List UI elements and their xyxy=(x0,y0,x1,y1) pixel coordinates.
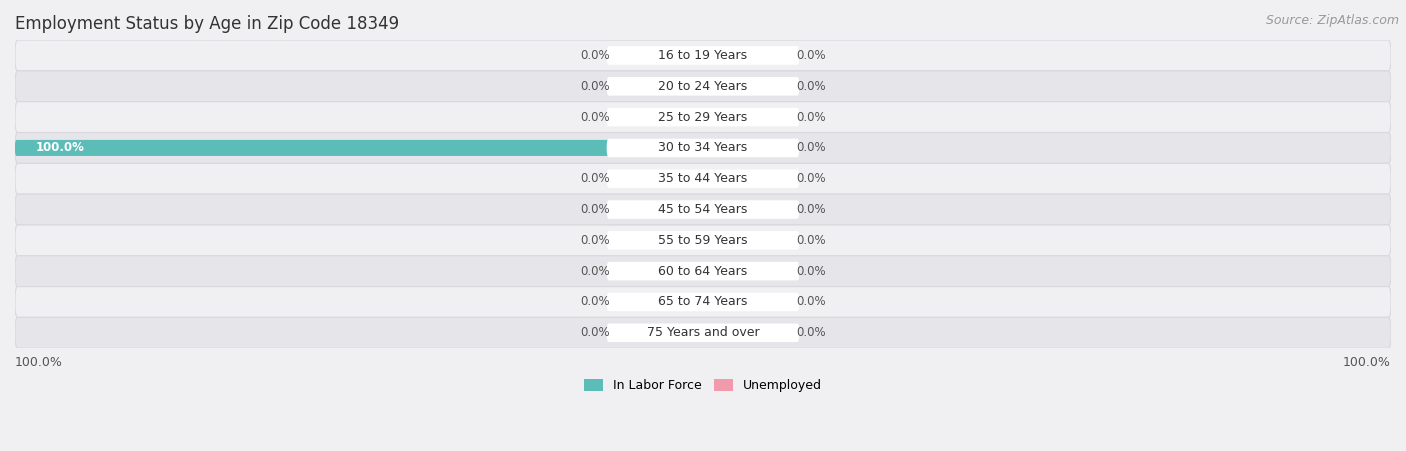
Text: 100.0%: 100.0% xyxy=(35,142,84,154)
FancyBboxPatch shape xyxy=(15,256,1391,286)
FancyBboxPatch shape xyxy=(606,77,800,96)
Legend: In Labor Force, Unemployed: In Labor Force, Unemployed xyxy=(579,374,827,397)
FancyBboxPatch shape xyxy=(620,109,703,125)
Text: 0.0%: 0.0% xyxy=(581,295,610,308)
Text: Employment Status by Age in Zip Code 18349: Employment Status by Age in Zip Code 183… xyxy=(15,15,399,33)
FancyBboxPatch shape xyxy=(606,46,800,65)
Text: 0.0%: 0.0% xyxy=(796,203,825,216)
Text: 0.0%: 0.0% xyxy=(581,110,610,124)
FancyBboxPatch shape xyxy=(620,47,703,64)
Text: Source: ZipAtlas.com: Source: ZipAtlas.com xyxy=(1265,14,1399,27)
FancyBboxPatch shape xyxy=(606,108,800,126)
Text: 0.0%: 0.0% xyxy=(796,172,825,185)
Text: 45 to 54 Years: 45 to 54 Years xyxy=(658,203,748,216)
Text: 0.0%: 0.0% xyxy=(581,172,610,185)
FancyBboxPatch shape xyxy=(606,231,800,249)
FancyBboxPatch shape xyxy=(620,202,703,217)
Text: 0.0%: 0.0% xyxy=(581,49,610,62)
Text: 100.0%: 100.0% xyxy=(15,356,63,369)
FancyBboxPatch shape xyxy=(15,102,1391,133)
FancyBboxPatch shape xyxy=(703,294,786,310)
Text: 100.0%: 100.0% xyxy=(1343,356,1391,369)
FancyBboxPatch shape xyxy=(620,171,703,187)
FancyBboxPatch shape xyxy=(620,325,703,341)
FancyBboxPatch shape xyxy=(15,163,1391,194)
FancyBboxPatch shape xyxy=(606,139,800,157)
FancyBboxPatch shape xyxy=(620,263,703,279)
FancyBboxPatch shape xyxy=(15,40,1391,71)
FancyBboxPatch shape xyxy=(703,263,786,279)
FancyBboxPatch shape xyxy=(703,78,786,94)
FancyBboxPatch shape xyxy=(15,140,703,156)
FancyBboxPatch shape xyxy=(606,200,800,219)
FancyBboxPatch shape xyxy=(620,232,703,249)
FancyBboxPatch shape xyxy=(703,47,786,64)
FancyBboxPatch shape xyxy=(15,194,1391,225)
Text: 60 to 64 Years: 60 to 64 Years xyxy=(658,265,748,278)
Text: 75 Years and over: 75 Years and over xyxy=(647,326,759,339)
FancyBboxPatch shape xyxy=(606,170,800,188)
FancyBboxPatch shape xyxy=(703,171,786,187)
FancyBboxPatch shape xyxy=(620,294,703,310)
Text: 0.0%: 0.0% xyxy=(581,234,610,247)
FancyBboxPatch shape xyxy=(15,286,1391,318)
Text: 35 to 44 Years: 35 to 44 Years xyxy=(658,172,748,185)
Text: 55 to 59 Years: 55 to 59 Years xyxy=(658,234,748,247)
FancyBboxPatch shape xyxy=(15,71,1391,102)
FancyBboxPatch shape xyxy=(606,323,800,342)
FancyBboxPatch shape xyxy=(703,325,786,341)
Text: 25 to 29 Years: 25 to 29 Years xyxy=(658,110,748,124)
Text: 0.0%: 0.0% xyxy=(581,80,610,93)
FancyBboxPatch shape xyxy=(620,78,703,94)
Text: 16 to 19 Years: 16 to 19 Years xyxy=(658,49,748,62)
Text: 0.0%: 0.0% xyxy=(796,110,825,124)
Text: 0.0%: 0.0% xyxy=(581,203,610,216)
Text: 30 to 34 Years: 30 to 34 Years xyxy=(658,142,748,154)
Text: 0.0%: 0.0% xyxy=(796,142,825,154)
Text: 0.0%: 0.0% xyxy=(581,265,610,278)
Text: 0.0%: 0.0% xyxy=(796,49,825,62)
Text: 20 to 24 Years: 20 to 24 Years xyxy=(658,80,748,93)
FancyBboxPatch shape xyxy=(703,202,786,217)
Text: 0.0%: 0.0% xyxy=(796,80,825,93)
FancyBboxPatch shape xyxy=(606,262,800,281)
FancyBboxPatch shape xyxy=(15,318,1391,348)
FancyBboxPatch shape xyxy=(703,109,786,125)
Text: 0.0%: 0.0% xyxy=(796,234,825,247)
Text: 0.0%: 0.0% xyxy=(796,295,825,308)
Text: 65 to 74 Years: 65 to 74 Years xyxy=(658,295,748,308)
Text: 0.0%: 0.0% xyxy=(796,265,825,278)
FancyBboxPatch shape xyxy=(15,133,1391,163)
Text: 0.0%: 0.0% xyxy=(581,326,610,339)
Text: 0.0%: 0.0% xyxy=(796,326,825,339)
FancyBboxPatch shape xyxy=(15,225,1391,256)
FancyBboxPatch shape xyxy=(606,293,800,311)
FancyBboxPatch shape xyxy=(703,232,786,249)
FancyBboxPatch shape xyxy=(703,140,786,156)
